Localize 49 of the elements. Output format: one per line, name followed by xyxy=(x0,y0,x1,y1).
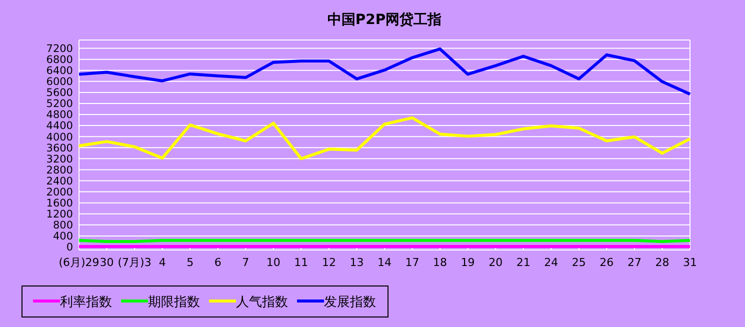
y-tick-label: 1200 xyxy=(46,208,73,221)
x-tick-label: 25 xyxy=(572,256,586,269)
x-tick-label: 17 xyxy=(405,256,420,269)
x-tick-label: 6 xyxy=(214,256,222,269)
x-tick-label: 30 xyxy=(100,256,114,269)
legend-label: 发展指数 xyxy=(324,295,376,310)
x-tick-label: (6月)29 xyxy=(58,256,100,269)
y-tick-label: 4400 xyxy=(46,120,73,132)
y-tick-label: 3200 xyxy=(46,153,73,166)
x-tick-label: 26 xyxy=(600,256,614,269)
y-tick-label: 4000 xyxy=(46,131,73,144)
x-tick-label: (7月)3 xyxy=(118,256,152,269)
y-tick-label: 7200 xyxy=(46,42,73,55)
y-tick-label: 2800 xyxy=(46,164,73,176)
y-tick-label: 6800 xyxy=(46,54,73,66)
x-tick-label: 11 xyxy=(294,256,308,269)
y-tick-label: 5600 xyxy=(46,87,73,100)
x-tick-label: 27 xyxy=(627,256,642,269)
y-tick-label: 4800 xyxy=(46,109,73,122)
x-tick-label: 14 xyxy=(378,256,392,269)
y-tick-label: 1600 xyxy=(46,198,73,210)
y-tick-label: 5200 xyxy=(46,98,73,110)
y-tick-label: 6400 xyxy=(46,65,73,78)
x-tick-label: 31 xyxy=(683,256,697,269)
y-tick-label: 0 xyxy=(66,242,73,254)
x-tick-label: 24 xyxy=(544,256,558,269)
y-tick-label: 2400 xyxy=(46,175,73,188)
x-tick-label: 20 xyxy=(488,256,503,269)
x-tick-label: 7 xyxy=(242,256,250,269)
x-tick-label: 21 xyxy=(516,256,530,269)
x-tick-label: 28 xyxy=(655,256,670,269)
line-series xyxy=(78,116,692,160)
x-tick-label: 19 xyxy=(460,256,475,269)
y-tick-label: 800 xyxy=(52,220,73,232)
x-tick-label: 10 xyxy=(266,256,280,269)
legend-label: 利率指数 xyxy=(60,294,112,310)
y-tick-label: 3600 xyxy=(46,142,73,154)
chart-title: 中国P2P网贷工指 xyxy=(327,11,442,28)
x-tick-label: 18 xyxy=(433,256,448,269)
x-tick-label: 5 xyxy=(186,256,194,269)
legend-label: 人气指数 xyxy=(236,295,288,310)
x-tick-label: 13 xyxy=(350,256,364,269)
x-tick-label: 4 xyxy=(158,256,166,269)
y-tick-label: 6000 xyxy=(46,76,73,88)
x-tick-label: 12 xyxy=(322,256,336,269)
line-series xyxy=(78,47,692,96)
legend-label: 期限指数 xyxy=(148,295,200,310)
y-tick-label: 400 xyxy=(52,230,73,243)
y-tick-label: 2000 xyxy=(46,186,73,198)
